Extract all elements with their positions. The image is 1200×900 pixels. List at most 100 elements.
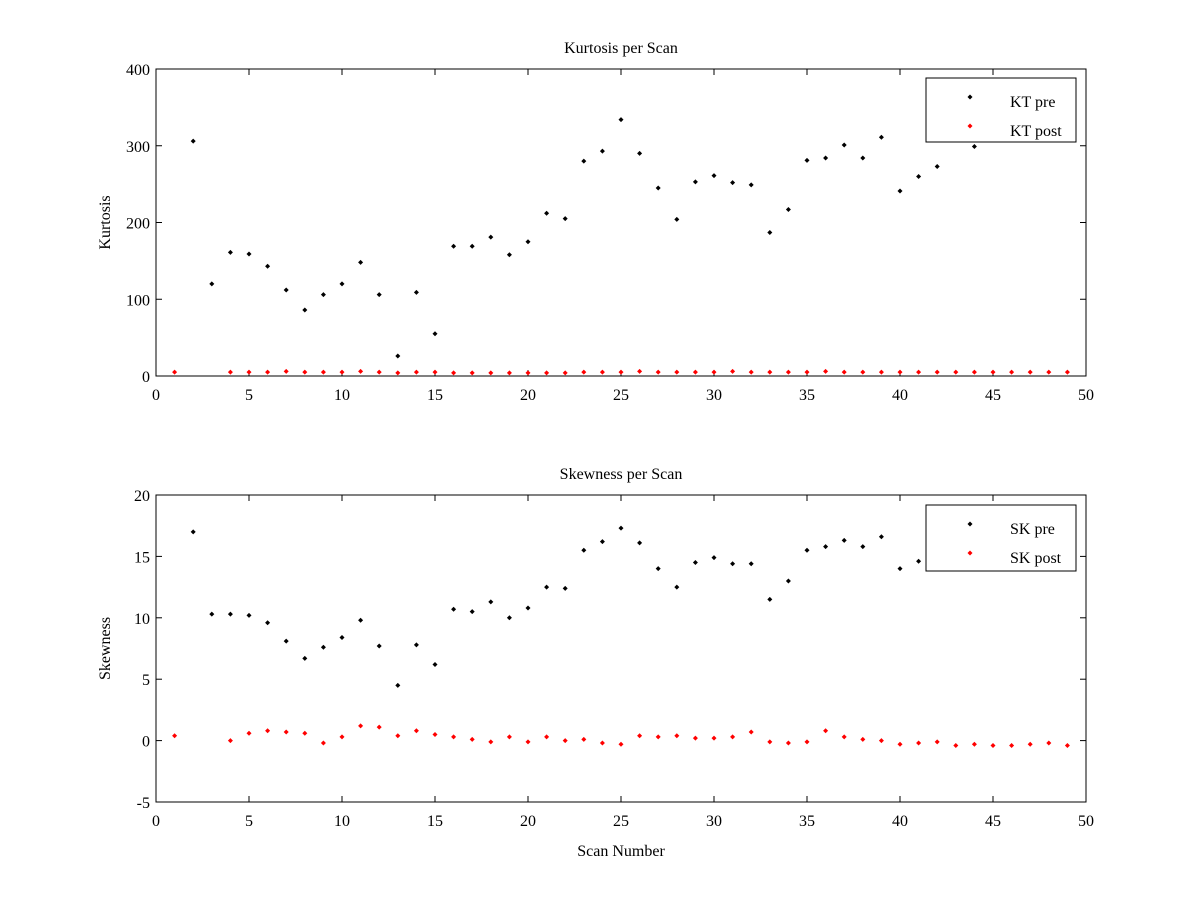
data-point — [227, 369, 233, 375]
data-point — [953, 743, 959, 749]
data-point — [525, 605, 531, 611]
y-tick-label: 0 — [142, 734, 150, 751]
series-1 — [172, 368, 1070, 376]
data-point — [767, 229, 773, 235]
data-point — [395, 682, 401, 688]
data-point — [748, 561, 754, 567]
data-point — [320, 644, 326, 650]
data-point — [711, 555, 717, 561]
data-point — [730, 561, 736, 567]
data-point — [227, 249, 233, 255]
data-point — [637, 368, 643, 374]
y-tick-label: 10 — [134, 611, 150, 628]
data-point — [916, 558, 922, 564]
data-point — [785, 369, 791, 375]
x-tick-label: 30 — [706, 813, 722, 830]
x-tick-label: 30 — [706, 387, 722, 404]
data-point — [785, 740, 791, 746]
data-point — [655, 185, 661, 191]
data-point — [804, 739, 810, 745]
data-point — [599, 539, 605, 545]
data-point — [413, 728, 419, 734]
data-point — [637, 733, 643, 739]
data-point — [878, 134, 884, 140]
data-point — [190, 529, 196, 535]
data-point — [469, 609, 475, 615]
data-point — [320, 292, 326, 298]
data-point — [934, 369, 940, 375]
y-tick-label: 200 — [126, 216, 150, 233]
data-point — [841, 734, 847, 740]
x-tick-label: 15 — [427, 813, 443, 830]
data-point — [265, 369, 271, 375]
data-point — [655, 369, 661, 375]
data-point — [265, 620, 271, 626]
x-tick-label: 20 — [520, 387, 536, 404]
chart-title: Kurtosis per Scan — [564, 40, 678, 57]
legend-marker — [967, 550, 973, 556]
x-tick-label: 40 — [892, 813, 908, 830]
data-point — [897, 741, 903, 747]
data-point — [860, 736, 866, 742]
legend-label: KT post — [1010, 123, 1062, 140]
data-point — [748, 182, 754, 188]
data-point — [785, 206, 791, 212]
data-point — [302, 655, 308, 661]
data-point — [413, 289, 419, 295]
data-point — [339, 369, 345, 375]
data-point — [339, 634, 345, 640]
data-point — [599, 148, 605, 154]
data-point — [730, 734, 736, 740]
data-point — [302, 307, 308, 313]
data-point — [934, 163, 940, 169]
data-point — [358, 723, 364, 729]
x-tick-label: 20 — [520, 813, 536, 830]
data-point — [544, 584, 550, 590]
data-point — [730, 368, 736, 374]
data-point — [172, 369, 178, 375]
data-point — [544, 210, 550, 216]
data-point — [432, 731, 438, 737]
x-tick-label: 0 — [152, 813, 160, 830]
data-point — [581, 369, 587, 375]
data-point — [488, 234, 494, 240]
data-point — [916, 173, 922, 179]
data-point — [506, 370, 512, 376]
data-point — [544, 734, 550, 740]
data-point — [618, 369, 624, 375]
y-axis-label: Kurtosis — [97, 195, 114, 249]
data-point — [767, 739, 773, 745]
data-point — [934, 739, 940, 745]
data-point — [562, 216, 568, 222]
data-point — [674, 216, 680, 222]
data-point — [172, 733, 178, 739]
data-point — [1027, 369, 1033, 375]
series-0 — [190, 117, 977, 359]
data-point — [525, 370, 531, 376]
x-tick-label: 35 — [799, 387, 815, 404]
data-point — [283, 368, 289, 374]
data-point — [655, 734, 661, 740]
data-point — [488, 370, 494, 376]
data-point — [637, 150, 643, 156]
data-point — [562, 370, 568, 376]
data-point — [395, 733, 401, 739]
data-point — [692, 735, 698, 741]
data-point — [1046, 740, 1052, 746]
data-point — [692, 369, 698, 375]
data-point — [599, 369, 605, 375]
data-point — [674, 369, 680, 375]
data-point — [432, 369, 438, 375]
data-point — [860, 544, 866, 550]
data-point — [227, 738, 233, 744]
x-tick-label: 10 — [334, 813, 350, 830]
data-point — [451, 243, 457, 249]
data-point — [878, 534, 884, 540]
data-point — [767, 596, 773, 602]
data-point — [823, 544, 829, 550]
data-point — [674, 584, 680, 590]
data-point — [748, 729, 754, 735]
data-point — [953, 369, 959, 375]
